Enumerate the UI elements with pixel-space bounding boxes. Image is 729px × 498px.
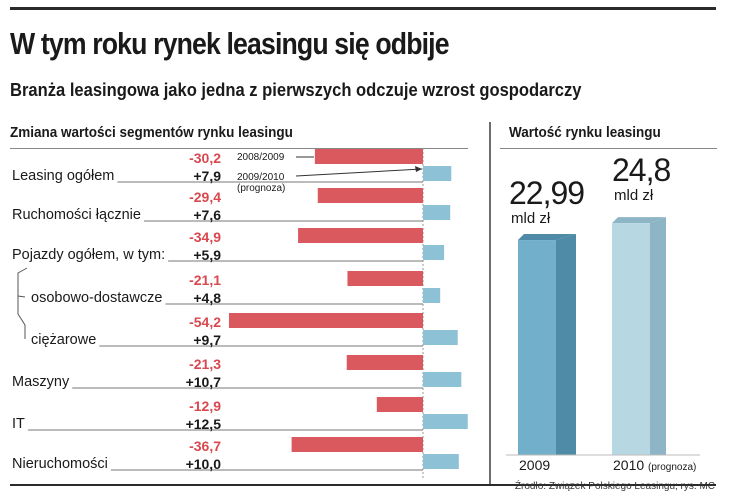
value-label-2008-2009: -36,7 xyxy=(189,438,221,454)
category-label: Pojazdy ogółem, w tym: xyxy=(12,247,165,263)
value-label-2009-2010: +9,7 xyxy=(193,332,221,348)
bottom-rule xyxy=(10,484,716,486)
value-label-2008-2009: -34,9 xyxy=(189,229,221,245)
value-label-2009-2010: +12,5 xyxy=(186,416,222,432)
value-label-2009-2010: +5,9 xyxy=(193,247,221,263)
source-note: Źrodło: Związek Polskiego Leasingu; rys.… xyxy=(514,481,715,492)
column-value-label: 24,8 xyxy=(612,152,670,188)
column-2010 xyxy=(612,223,650,455)
column-top-2010 xyxy=(612,217,666,224)
category-label: ciężarowe xyxy=(31,332,96,348)
bar-2009-2010 xyxy=(423,372,462,387)
value-label-2008-2009: -21,1 xyxy=(189,272,221,288)
category-label: Nieruchomości xyxy=(12,456,108,472)
segments-chart-title: Zmiana wartości segmentów rynku leasingu xyxy=(10,124,293,141)
bar-2009-2010 xyxy=(423,245,445,260)
legend-2008-2009: 2008/2009 xyxy=(237,152,285,163)
section-divider xyxy=(489,122,491,484)
column-side-2010 xyxy=(650,217,666,455)
legend-arrowhead xyxy=(415,166,422,172)
page-title: W tym roku rynek leasingu się odbije xyxy=(10,26,450,61)
legend-2009-2010: 2009/2010 xyxy=(237,172,285,183)
column-2009 xyxy=(518,240,556,455)
value-label-2009-2010: +7,6 xyxy=(193,207,221,223)
bar-2008-2009 xyxy=(317,188,423,203)
category-label: Ruchomości łącznie xyxy=(12,207,141,223)
bar-2008-2009 xyxy=(291,437,423,452)
bar-2008-2009 xyxy=(314,149,423,164)
column-unit-label: mld zł xyxy=(614,187,654,204)
left-rule xyxy=(10,148,468,149)
sub-items-bracket-tick xyxy=(17,295,26,298)
value-label-2009-2010: +7,9 xyxy=(193,168,221,184)
bar-2009-2010 xyxy=(423,330,458,345)
bar-2008-2009 xyxy=(347,271,423,286)
value-label-2008-2009: -30,2 xyxy=(189,150,221,166)
year-note: (prognoza) xyxy=(648,462,696,473)
page-subtitle: Branża leasingowa jako jedna z pierwszyc… xyxy=(10,80,582,100)
category-label: Leasing ogółem xyxy=(12,168,114,184)
legend-pointer-2009-2010 xyxy=(295,168,423,177)
category-label: osobowo-dostawcze xyxy=(31,290,162,306)
bar-2008-2009 xyxy=(346,355,423,370)
value-label-2009-2010: +10,7 xyxy=(186,374,222,390)
legend-prognoza: (prognoza) xyxy=(237,183,285,194)
bar-2008-2009 xyxy=(376,397,423,412)
bar-2009-2010 xyxy=(423,205,451,220)
top-rule xyxy=(10,7,716,10)
column-side-2009 xyxy=(556,234,576,455)
value-label-2008-2009: -12,9 xyxy=(189,398,221,414)
bar-2009-2010 xyxy=(423,166,452,181)
sub-items-bracket xyxy=(17,267,28,339)
bar-2009-2010 xyxy=(423,288,441,303)
value-label-2009-2010: +10,0 xyxy=(186,456,222,472)
category-label: Maszyny xyxy=(12,374,70,390)
category-label: IT xyxy=(12,416,25,432)
value-label-2008-2009: -29,4 xyxy=(189,189,221,205)
right-rule xyxy=(500,148,717,149)
bar-2009-2010 xyxy=(423,414,468,429)
bar-2008-2009 xyxy=(298,228,423,243)
bar-2008-2009 xyxy=(228,313,423,328)
value-label-2009-2010: +4,8 xyxy=(193,290,221,306)
column-top-2009 xyxy=(518,234,576,241)
column-unit-label: mld zł xyxy=(511,210,551,227)
year-label: 2009 xyxy=(519,457,550,473)
market-chart-title: Wartość rynku leasingu xyxy=(509,124,661,141)
column-value-label: 22,99 xyxy=(509,175,584,211)
bar-2009-2010 xyxy=(423,454,459,469)
value-label-2008-2009: -54,2 xyxy=(189,314,221,330)
value-label-2008-2009: -21,3 xyxy=(189,356,221,372)
year-label: 2010 xyxy=(613,457,644,473)
